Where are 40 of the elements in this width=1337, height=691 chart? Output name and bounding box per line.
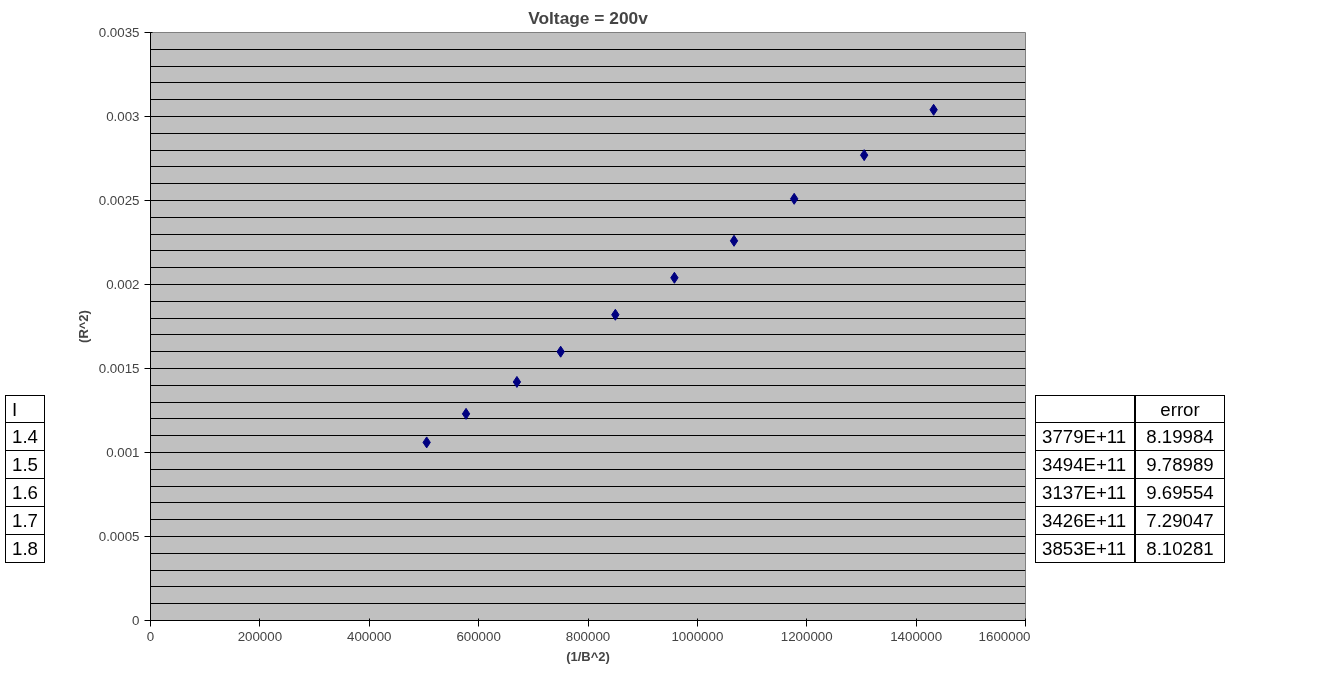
y-tick-label: 0.0015 <box>98 361 140 376</box>
table-cell: 9.78989 <box>1135 451 1225 479</box>
x-tick-label: 600000 <box>456 628 501 644</box>
x-tick-label: 1200000 <box>780 628 833 644</box>
table-cell: 1.7 <box>5 507 45 535</box>
table-cell: 3137E+11 <box>1035 479 1135 507</box>
point <box>461 407 471 420</box>
y-tick-label: 0.003 <box>106 109 140 124</box>
chart-title: Voltage = 200v <box>528 7 649 28</box>
table-cell: I <box>5 395 45 423</box>
x-tick-label: 1400000 <box>890 628 943 644</box>
table-cell: 1.4 <box>5 423 45 451</box>
table-cell: 3494E+11 <box>1035 451 1135 479</box>
table-cell: 8.10281 <box>1135 535 1225 563</box>
x-axis-title: (1/B^2) <box>566 648 610 664</box>
x-tick-label: 0 <box>146 628 155 644</box>
y-tick-label: 0.0005 <box>98 529 140 544</box>
y-tick-label: 0 <box>132 613 140 628</box>
y-tick-label: 0.002 <box>106 277 140 292</box>
table-cell: error <box>1135 395 1225 423</box>
point <box>512 375 522 388</box>
y-tick-label: 0.0025 <box>98 193 140 208</box>
y-tick-label: 0.0035 <box>98 25 140 40</box>
y-axis-title: (R^2) <box>75 310 91 343</box>
table-cell: 9.69554 <box>1135 479 1225 507</box>
table-cell: 7.29047 <box>1135 507 1225 535</box>
x-tick-label: 400000 <box>347 628 392 644</box>
x-tick-label: 1000000 <box>671 628 724 644</box>
x-tick-label: 1600000 <box>978 628 1031 644</box>
table-cell: 3426E+11 <box>1035 507 1135 535</box>
point <box>729 234 739 247</box>
table-cell: 1.8 <box>5 535 45 563</box>
x-tick-label: 200000 <box>237 628 283 644</box>
table-cell: 1.6 <box>5 479 45 507</box>
table-cell: 3779E+11 <box>1035 423 1135 451</box>
table-cell: 1.5 <box>5 451 45 479</box>
table-cell: 3853E+11 <box>1035 535 1135 563</box>
y-tick-label: 0.001 <box>106 445 140 460</box>
x-tick-label: 800000 <box>565 628 611 644</box>
table-cell: 8.19984 <box>1135 423 1225 451</box>
